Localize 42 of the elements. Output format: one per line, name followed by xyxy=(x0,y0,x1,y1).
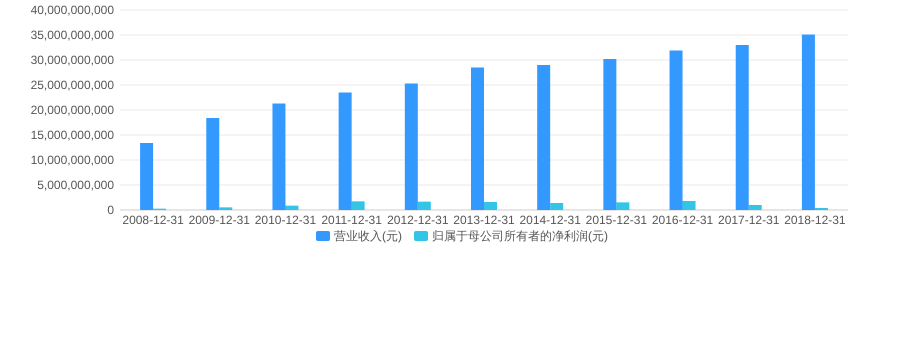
y-tick-label: 25,000,000,000 xyxy=(30,78,114,92)
x-tick-label: 2014-12-31 xyxy=(519,213,582,227)
y-tick-label: 10,000,000,000 xyxy=(30,153,114,167)
y-tick-label: 40,000,000,000 xyxy=(30,3,114,17)
bar xyxy=(219,207,232,210)
bar xyxy=(418,202,431,210)
bar xyxy=(682,201,696,210)
y-tick-label: 20,000,000,000 xyxy=(30,103,114,117)
x-tick-label: 2009-12-31 xyxy=(188,213,250,227)
bar xyxy=(285,206,298,210)
x-tick-label: 2008-12-31 xyxy=(122,213,184,227)
bar xyxy=(272,104,286,210)
x-tick-label: 2018-12-31 xyxy=(784,213,846,227)
y-tick-label: 35,000,000,000 xyxy=(30,28,114,42)
y-tick-label: 0 xyxy=(107,203,114,217)
y-tick-label: 5,000,000,000 xyxy=(37,178,114,192)
x-tick-label: 2017-12-31 xyxy=(718,213,780,227)
bar xyxy=(748,205,762,210)
bar xyxy=(670,50,683,210)
bar xyxy=(338,92,352,210)
bar xyxy=(550,203,564,210)
bar xyxy=(404,84,418,210)
bar xyxy=(206,118,220,210)
x-tick-label: 2012-12-31 xyxy=(387,213,449,227)
x-tick-label: 2013-12-31 xyxy=(453,213,516,227)
bar xyxy=(736,45,749,210)
legend-label: 归属于母公司所有者的净利润(元) xyxy=(432,229,608,243)
bar xyxy=(537,65,550,210)
y-tick-label: 30,000,000,000 xyxy=(30,53,114,67)
x-tick-label: 2010-12-31 xyxy=(254,213,316,227)
x-tick-label: 2015-12-31 xyxy=(586,213,648,227)
bar xyxy=(616,202,630,210)
bar xyxy=(471,68,484,210)
legend-label: 营业收入(元) xyxy=(334,229,402,243)
x-tick-label: 2016-12-31 xyxy=(652,213,714,227)
bar xyxy=(802,34,815,210)
bar xyxy=(352,201,365,210)
bar xyxy=(484,202,497,210)
x-tick-label: 2011-12-31 xyxy=(321,213,382,227)
bar xyxy=(603,59,616,210)
y-tick-label: 15,000,000,000 xyxy=(30,128,114,142)
bar xyxy=(140,143,154,210)
